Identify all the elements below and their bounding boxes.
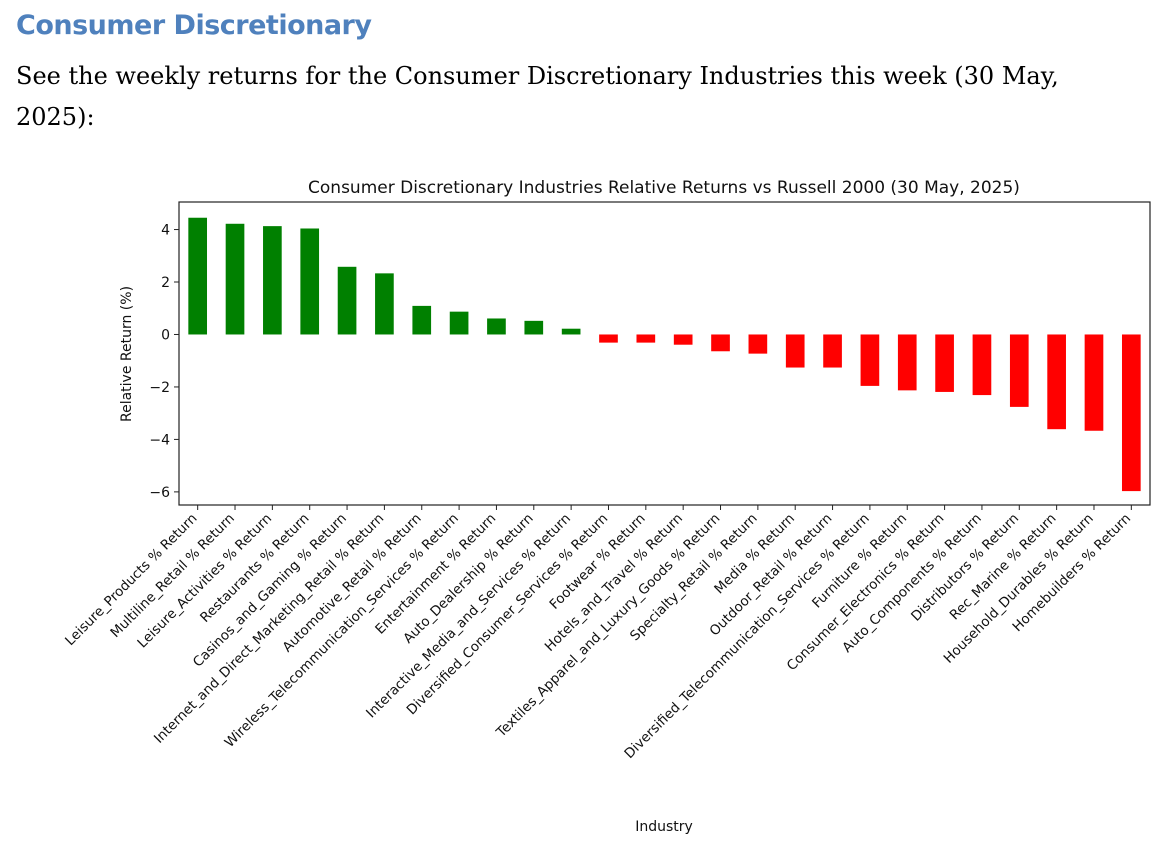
bar xyxy=(412,305,432,335)
bar xyxy=(673,334,693,345)
y-tick-label: −6 xyxy=(149,485,170,501)
bar xyxy=(1047,334,1066,430)
bar xyxy=(300,228,320,335)
bar xyxy=(748,334,768,354)
y-axis-label: Relative Return (%) xyxy=(119,286,135,422)
y-tick-label: −2 xyxy=(149,380,170,396)
bar xyxy=(337,266,357,335)
bar xyxy=(860,334,880,386)
chart-title: Consumer Discretionary Industries Relati… xyxy=(308,178,1020,198)
bar xyxy=(897,334,917,391)
intro-paragraph: See the weekly returns for the Consumer … xyxy=(16,62,1059,131)
bar xyxy=(449,311,469,335)
bar xyxy=(972,334,992,396)
y-tick-label: 0 xyxy=(161,327,170,343)
bar xyxy=(524,320,544,335)
x-axis-label: Industry xyxy=(635,819,693,835)
bar xyxy=(1084,334,1104,431)
y-tick-label: −4 xyxy=(149,432,170,448)
bar xyxy=(785,334,805,368)
y-tick-label: 4 xyxy=(161,223,170,239)
bar xyxy=(636,334,656,343)
bar xyxy=(711,334,730,352)
plot-frame xyxy=(178,201,1151,506)
bar xyxy=(823,334,842,368)
bar xyxy=(1121,334,1141,492)
bar xyxy=(935,334,954,392)
bar xyxy=(1009,334,1029,407)
bar xyxy=(225,223,245,335)
bar xyxy=(599,334,618,343)
bar xyxy=(188,217,208,335)
bar xyxy=(375,273,394,335)
bar xyxy=(561,328,581,335)
section-heading: Consumer Discretionary xyxy=(16,10,372,41)
y-tick-label: 2 xyxy=(161,275,170,291)
bar xyxy=(263,226,282,335)
bar xyxy=(487,318,506,335)
